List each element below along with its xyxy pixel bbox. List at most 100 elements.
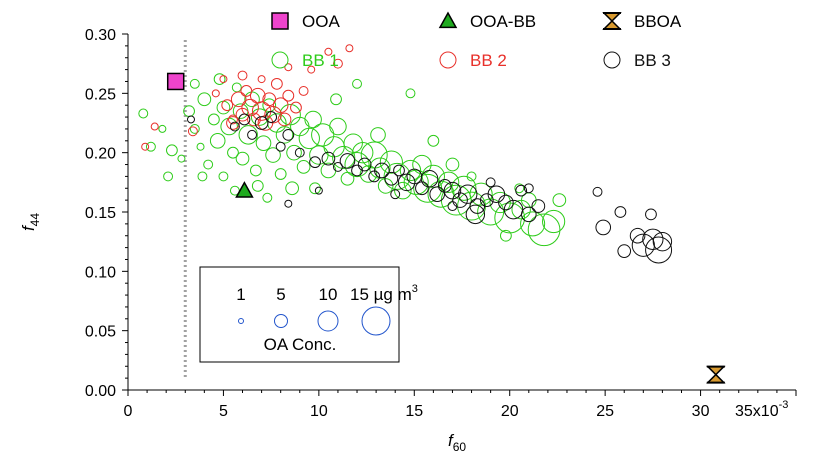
size-legend-label: 5 xyxy=(276,285,285,304)
data-point xyxy=(531,199,546,213)
data-point xyxy=(270,77,283,90)
data-point xyxy=(445,157,460,172)
data-point xyxy=(196,142,205,151)
data-point xyxy=(294,147,305,158)
data-point xyxy=(284,63,293,72)
data-point xyxy=(374,162,390,179)
data-point xyxy=(357,157,372,172)
data-point xyxy=(487,185,506,203)
data-point xyxy=(265,111,278,123)
data-point xyxy=(235,151,250,166)
data-point xyxy=(617,244,632,259)
data-point xyxy=(203,159,214,170)
data-point xyxy=(542,209,566,234)
legend-label: BB 3 xyxy=(634,51,671,70)
data-point xyxy=(309,156,321,169)
x-tick-label: 20 xyxy=(501,403,519,420)
data-point xyxy=(390,189,401,200)
data-point xyxy=(393,164,405,177)
data-point xyxy=(307,65,316,74)
data-point xyxy=(592,186,603,197)
legend-marker xyxy=(271,51,289,69)
data-point xyxy=(265,147,281,163)
data-point xyxy=(254,116,269,130)
data-point xyxy=(359,165,378,183)
data-point xyxy=(221,99,234,112)
data-point xyxy=(237,70,248,81)
chart-legend: OOA OOA-BB BBOA BB 1 BB 2 BB 3 xyxy=(271,11,682,70)
data-point xyxy=(213,73,226,85)
data-point xyxy=(251,179,264,192)
data-point xyxy=(247,129,258,140)
data-point xyxy=(343,133,363,153)
legend-label: BB 1 xyxy=(302,51,339,70)
data-point xyxy=(458,184,478,204)
legend-marker xyxy=(438,11,458,29)
data-point xyxy=(595,219,612,236)
data-point xyxy=(298,86,309,96)
data-point xyxy=(250,108,269,126)
x-tick-label: 15 xyxy=(405,403,423,420)
y-tick-label: 0.20 xyxy=(85,146,116,163)
data-point xyxy=(177,154,186,163)
data-point xyxy=(262,92,277,107)
data-point xyxy=(296,160,311,174)
data-point xyxy=(523,183,534,194)
data-point xyxy=(284,199,293,208)
data-point xyxy=(527,213,561,247)
data-point xyxy=(227,146,239,159)
data-point xyxy=(344,151,370,178)
data-point xyxy=(552,193,567,207)
data-point xyxy=(370,127,386,143)
size-legend-circle xyxy=(274,314,288,328)
data-point xyxy=(298,127,320,150)
data-point xyxy=(521,206,537,223)
data-point xyxy=(150,122,159,131)
data-point xyxy=(219,75,228,84)
data-point xyxy=(275,126,294,144)
size-legend: OA Conc. 1 5 10 15 µg m3 xyxy=(199,266,418,363)
data-point xyxy=(321,151,336,166)
size-legend-circle xyxy=(317,310,339,332)
data-point xyxy=(235,107,250,122)
data-point xyxy=(165,144,178,157)
data-point xyxy=(384,171,399,186)
data-point xyxy=(145,141,156,152)
data-point xyxy=(324,47,333,56)
x-tick-label: 30 xyxy=(692,403,710,420)
data-point xyxy=(420,170,439,188)
data-point xyxy=(218,171,229,182)
data-point xyxy=(399,159,422,182)
y-tick-label: 0.25 xyxy=(85,86,116,103)
y-tick-label: 0.05 xyxy=(85,324,116,341)
y-axis-title: f44 xyxy=(19,213,42,231)
data-point xyxy=(466,171,477,182)
legend-marker xyxy=(603,51,621,69)
data-point xyxy=(485,177,496,188)
x-axis: 0 5 10 15 20 25 30 xyxy=(124,389,797,420)
data-point xyxy=(469,182,493,206)
x-axis-title: f60 xyxy=(448,431,466,454)
data-point xyxy=(197,171,208,182)
size-legend-label: 1 xyxy=(236,285,245,304)
series-bb1 xyxy=(138,73,567,247)
legend-marker xyxy=(602,12,622,30)
data-point xyxy=(262,192,273,203)
data-point xyxy=(138,108,149,119)
y-tick-label: 0.00 xyxy=(85,383,116,400)
factor-marker-ooa-bb xyxy=(235,181,254,198)
factor-points xyxy=(166,72,726,384)
data-point xyxy=(282,128,295,141)
data-point xyxy=(228,114,238,125)
data-point xyxy=(645,236,673,264)
x-tick-label: 0 xyxy=(124,403,133,420)
series-bb2 xyxy=(141,44,354,151)
data-point xyxy=(230,91,247,108)
data-point xyxy=(397,173,416,192)
size-legend-box xyxy=(199,266,400,363)
data-point xyxy=(241,98,259,117)
data-point xyxy=(255,135,272,151)
data-point xyxy=(282,89,295,102)
data-point xyxy=(216,100,231,115)
size-legend-label: 15 µg m3 xyxy=(350,283,418,304)
